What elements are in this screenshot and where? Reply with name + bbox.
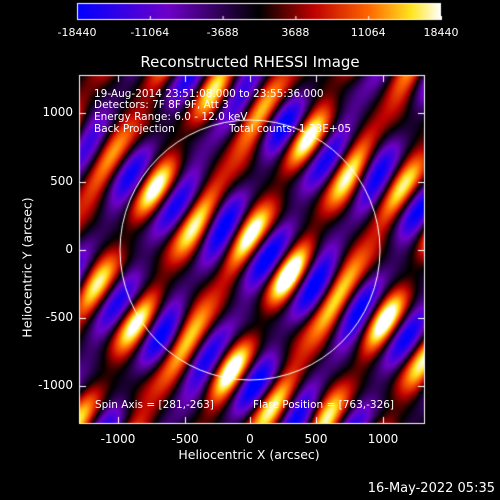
spin-axis-label: Spin Axis = [281,-263] — [95, 399, 214, 411]
y-axis-label: Heliocentric Y (arcsec) — [19, 197, 35, 338]
colorbar-tick-label: 3688 — [281, 26, 310, 39]
info-energy-range: Energy Range: 6.0 - 12.0 keV — [94, 111, 248, 123]
flare-position-label: Flare Position = [763,-326] — [253, 399, 395, 411]
plot-title: Reconstructed RHESSI Image — [140, 53, 360, 71]
y-tick-label: -500 — [45, 310, 73, 324]
info-time-range: 19-Aug-2014 23:51:08.000 to 23:55:36.000 — [94, 88, 324, 100]
y-tick-label: -1000 — [38, 378, 73, 392]
colorbar-tick-label: 18440 — [423, 26, 459, 39]
colorbar-tick-label: -11064 — [130, 26, 170, 39]
info-detectors: Detectors: 7F 8F 9F, Att 3 — [94, 99, 229, 111]
x-tick-label: 1000 — [367, 432, 399, 446]
info-method: Back Projection — [94, 123, 175, 135]
y-tick-label: 500 — [50, 174, 73, 188]
x-tick-label: 500 — [304, 432, 328, 446]
x-tick-label: -500 — [171, 432, 199, 446]
x-tick-label: -1000 — [100, 432, 136, 446]
colorbar-tick-label: -3688 — [206, 26, 239, 39]
x-axis-label: Heliocentric X (arcsec) — [178, 447, 320, 462]
info-total-counts: Total counts: 1.33E+05 — [229, 123, 352, 135]
y-tick-label: 1000 — [42, 105, 73, 119]
y-tick-label: 0 — [65, 242, 73, 256]
render-date: 16-May-2022 05:35 — [367, 481, 495, 496]
x-tick-label: 0 — [246, 432, 254, 446]
colorbar-tick-label: -18440 — [57, 26, 97, 39]
colorbar-tick-label: 11064 — [350, 26, 386, 39]
